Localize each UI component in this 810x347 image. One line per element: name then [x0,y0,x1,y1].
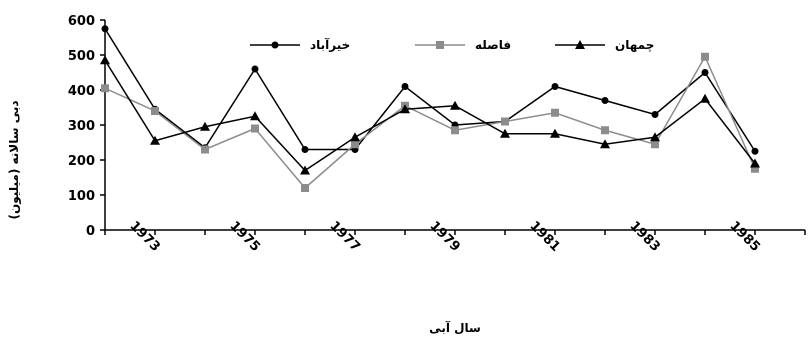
legend-label: خیرآباد [310,37,350,52]
series-2 [101,52,759,192]
data-point [300,165,310,175]
data-point [400,104,410,114]
legend-marker [271,41,279,49]
x-tick-label: 1973 [127,219,163,255]
legend-item-3: چمهان [555,38,654,52]
x-tick-label: 1979 [427,219,463,255]
data-point [101,25,109,33]
data-point [700,93,710,103]
data-point [350,132,360,142]
y-tick-label: 400 [68,84,95,99]
data-point [751,147,759,155]
data-point [450,100,460,110]
data-point [701,52,709,61]
data-point [251,65,259,73]
data-point [551,108,559,117]
legend-label: چمهان [615,38,654,52]
x-tick-label: 1975 [227,219,263,255]
data-point [601,97,609,104]
series-line [104,28,756,152]
data-point [401,83,409,90]
data-point [500,128,510,138]
data-point [650,132,660,142]
data-point [600,139,610,149]
x-tick-label: 1977 [327,219,363,255]
legend-marker [575,40,585,49]
data-point [251,124,259,133]
series-3 [100,55,760,175]
legend-label: فاصله [475,38,511,52]
legend: خیرآباد فاصله چمهان [250,37,654,52]
data-point [651,111,659,118]
legend-item-1: خیرآباد [250,37,350,52]
series-line [104,55,756,190]
y-tick-label: 600 [68,14,95,29]
y-tick-label: 300 [68,119,95,134]
data-point [651,140,659,149]
x-axis-label: سال آبی [429,320,481,335]
y-tick-label: 500 [68,49,95,64]
data-point [250,111,260,121]
data-point [201,145,209,154]
legend-marker [436,41,444,49]
series-line [104,59,756,172]
legend-item-2: فاصله [415,38,511,52]
data-point [751,164,759,173]
data-point [550,128,560,138]
y-tick-label: 0 [86,224,95,239]
y-axis-ticks: 0 100 200 300 400 500 600 [68,14,105,239]
data-point [101,84,109,93]
data-point [301,146,309,153]
data-point [150,135,160,145]
data-point [551,83,559,90]
y-tick-label: 200 [68,154,95,169]
data-point [351,140,359,149]
x-tick-label: 1983 [627,219,663,255]
x-tick-label: 1985 [727,219,763,255]
data-point [301,184,309,192]
data-point [451,126,459,135]
data-point [750,158,760,168]
data-point [151,107,159,115]
data-point [200,121,210,131]
x-tick-label: 1981 [527,219,563,255]
data-point [701,69,709,76]
series-group [100,25,760,192]
x-axis-ticks: 1973 1975 1977 1979 1981 1983 1985 [104,219,806,255]
data-point [601,126,609,135]
y-tick-label: 100 [68,189,95,204]
data-point [100,55,110,65]
data-point [501,117,509,126]
y-axis-label: دبی سالانه (میلیون) [7,100,22,219]
